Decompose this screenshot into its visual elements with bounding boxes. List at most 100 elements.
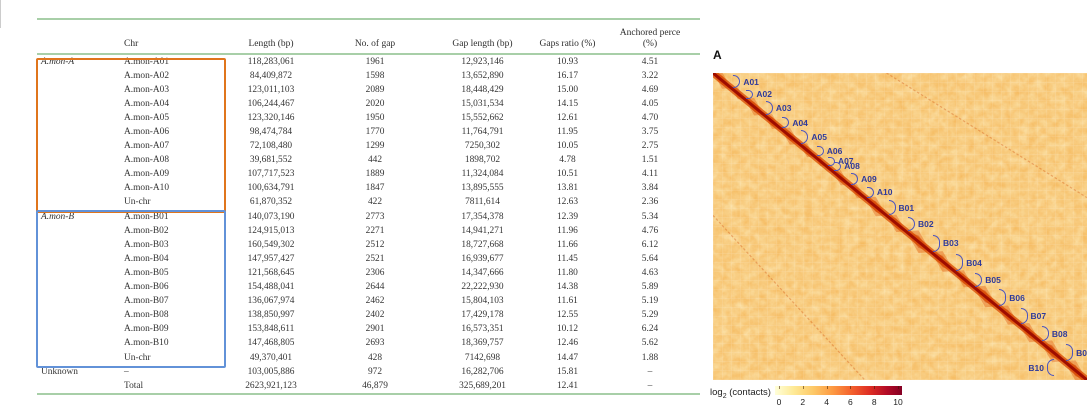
cell-gap-length: 16,573,351 bbox=[461, 324, 504, 335]
cell-anchored: 4.05 bbox=[641, 98, 659, 109]
cell-length: 147,468,805 bbox=[247, 338, 295, 349]
cell-group bbox=[37, 125, 122, 139]
cell-gap-ratio: 16.17 bbox=[556, 70, 579, 81]
cell-length: 153,848,611 bbox=[247, 324, 295, 335]
cell-gap-ratio: 12.61 bbox=[556, 112, 579, 123]
cell-gap-length: 15,031,534 bbox=[461, 98, 504, 109]
colorbar-tick-label: 2 bbox=[800, 397, 806, 407]
cell-gap-count: 2306 bbox=[365, 267, 385, 278]
cell-group bbox=[37, 196, 122, 210]
homeolog-signal-upper bbox=[886, 73, 1087, 199]
table-row: Unknown – 103,005,886 972 16,282,706 15.… bbox=[37, 365, 700, 379]
cell-gap-ratio: 15.00 bbox=[556, 84, 579, 95]
cell-chr: A.mon-A06 bbox=[124, 127, 170, 138]
cell-gap-ratio: 12.46 bbox=[556, 338, 579, 349]
cell-gap-ratio: 4.78 bbox=[559, 155, 576, 166]
stats-table: Chr Length (bp) No. of gap Gap length (b… bbox=[37, 18, 700, 396]
cell-gap-length: 22,222,930 bbox=[461, 282, 504, 293]
cell-group bbox=[37, 295, 122, 309]
cell-anchored: 5.19 bbox=[641, 296, 659, 307]
cell-gap-count: 2901 bbox=[365, 324, 385, 335]
cell-length: 39,681,552 bbox=[249, 155, 293, 166]
header-gap-length: Gap length (bp) bbox=[430, 18, 535, 55]
cell-anchored: 6.24 bbox=[641, 324, 659, 335]
chromosome-bracket bbox=[866, 186, 874, 198]
cell-chr: – bbox=[124, 366, 129, 377]
chromosome-bracket bbox=[851, 172, 859, 185]
header-group bbox=[37, 18, 122, 55]
cell-gap-ratio: 11.96 bbox=[557, 225, 578, 236]
table-row: A.mon-A10 100,634,791 1847 13,895,555 13… bbox=[37, 182, 700, 196]
cell-gap-length: 17,354,378 bbox=[461, 211, 504, 222]
cell-chr: A.mon-A10 bbox=[124, 183, 170, 194]
colorbar-tick-mark bbox=[802, 386, 804, 389]
cell-length: 84,409,872 bbox=[249, 70, 293, 81]
cell-gap-count: 2020 bbox=[365, 98, 385, 109]
table-row: A.mon-A08 39,681,552 442 1898,702 4.78 1… bbox=[37, 154, 700, 168]
cell-length: 136,067,974 bbox=[247, 296, 295, 307]
cell-gap-count: 1950 bbox=[365, 112, 385, 123]
cell-length: 2623,921,123 bbox=[222, 379, 320, 396]
cell-group bbox=[37, 309, 122, 323]
cell-anchored: 5.89 bbox=[641, 282, 659, 293]
cell-group bbox=[37, 111, 122, 125]
cell-gap-count: 2521 bbox=[365, 253, 385, 264]
cell-gap-length: 18,727,668 bbox=[461, 239, 504, 250]
cell-gap-length: 18,448,429 bbox=[461, 84, 504, 95]
cell-length: 107,717,523 bbox=[247, 169, 295, 180]
cell-gap-count: 1770 bbox=[365, 127, 385, 138]
table-row: A.mon-A02 84,409,872 1598 13,652,890 16.… bbox=[37, 69, 700, 83]
cell-chr: A.mon-A04 bbox=[124, 98, 170, 109]
table-row: A.mon-A04 106,244,467 2020 15,031,534 14… bbox=[37, 97, 700, 111]
chromosome-label: A04 bbox=[792, 117, 808, 128]
cell-length: 49,370,401 bbox=[249, 352, 293, 363]
cell-chr: A.mon-B08 bbox=[124, 310, 169, 321]
colorbar-tick-mark bbox=[898, 386, 899, 389]
cell-gap-ratio: 14.15 bbox=[556, 98, 579, 109]
cell-chr: A.mon-A03 bbox=[124, 84, 170, 95]
cell-group bbox=[37, 252, 122, 266]
chromosome-bracket bbox=[746, 89, 754, 99]
cell-gap-length: 13,652,890 bbox=[461, 70, 504, 81]
cell-length: 123,011,103 bbox=[247, 84, 295, 95]
cell-group bbox=[37, 97, 122, 111]
cell-anchored: 6.12 bbox=[641, 239, 659, 250]
cell-length: 72,108,480 bbox=[249, 141, 293, 152]
cell-length: 123,320,146 bbox=[247, 112, 295, 123]
cell-gap-count: 2462 bbox=[365, 296, 385, 307]
cell-chr: A.mon-B06 bbox=[124, 282, 169, 293]
cell-gap-count: 1961 bbox=[365, 56, 385, 67]
cell-gap-ratio: 12.41 bbox=[535, 379, 600, 396]
cell-gap-count: 2271 bbox=[365, 225, 385, 236]
cell-gap-length: 11,324,084 bbox=[461, 169, 504, 180]
header-anchored: Anchored perce (%) bbox=[600, 18, 700, 55]
main-diagonal bbox=[713, 73, 1087, 380]
cell-anchored: 4.63 bbox=[641, 267, 659, 278]
cell-anchored: 2.36 bbox=[641, 197, 659, 208]
chromosome-bracket bbox=[827, 156, 835, 166]
chromosome-label: B07 bbox=[1030, 311, 1047, 322]
cell-anchored: 1.51 bbox=[641, 155, 659, 166]
chromosome-label: A08 bbox=[844, 161, 860, 172]
cell-anchored: 3.22 bbox=[641, 70, 659, 81]
table-row: A.mon-B A.mon-B01 140,073,190 2773 17,35… bbox=[37, 210, 700, 224]
panel-label-a: A bbox=[713, 48, 722, 62]
cell-gap-count: 2693 bbox=[365, 338, 385, 349]
table-row: Un-chr 61,870,352 422 7811,614 12.63 2.3… bbox=[37, 196, 700, 210]
cell-gap-ratio: 12.63 bbox=[556, 197, 579, 208]
table-row: A.mon-A07 72,108,480 1299 7250,302 10.05… bbox=[37, 140, 700, 154]
cell-gap-count: 1299 bbox=[365, 141, 385, 152]
colorbar: log2 (contacts) 0 2 4 6 8 10 bbox=[710, 384, 1087, 410]
cell-anchored: – bbox=[600, 379, 700, 396]
cell-gap-length: 16,939,677 bbox=[461, 253, 504, 264]
cell-anchored: 3.75 bbox=[641, 127, 659, 138]
cell-chr: A.mon-A01 bbox=[124, 56, 170, 67]
header-gap-count: No. of gap bbox=[320, 18, 430, 55]
cell-gap-ratio: 11.95 bbox=[557, 127, 578, 138]
cell-length: 61,870,352 bbox=[249, 197, 293, 208]
cell-gap-length: 13,895,555 bbox=[461, 183, 504, 194]
cell-gap-ratio: 11.66 bbox=[557, 239, 578, 250]
chromosome-bracket bbox=[834, 161, 842, 171]
cell-chr: A.mon-B03 bbox=[124, 239, 169, 250]
chromosome-bracket bbox=[1047, 359, 1054, 376]
